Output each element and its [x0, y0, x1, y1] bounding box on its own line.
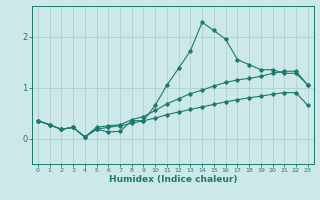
X-axis label: Humidex (Indice chaleur): Humidex (Indice chaleur)	[108, 175, 237, 184]
